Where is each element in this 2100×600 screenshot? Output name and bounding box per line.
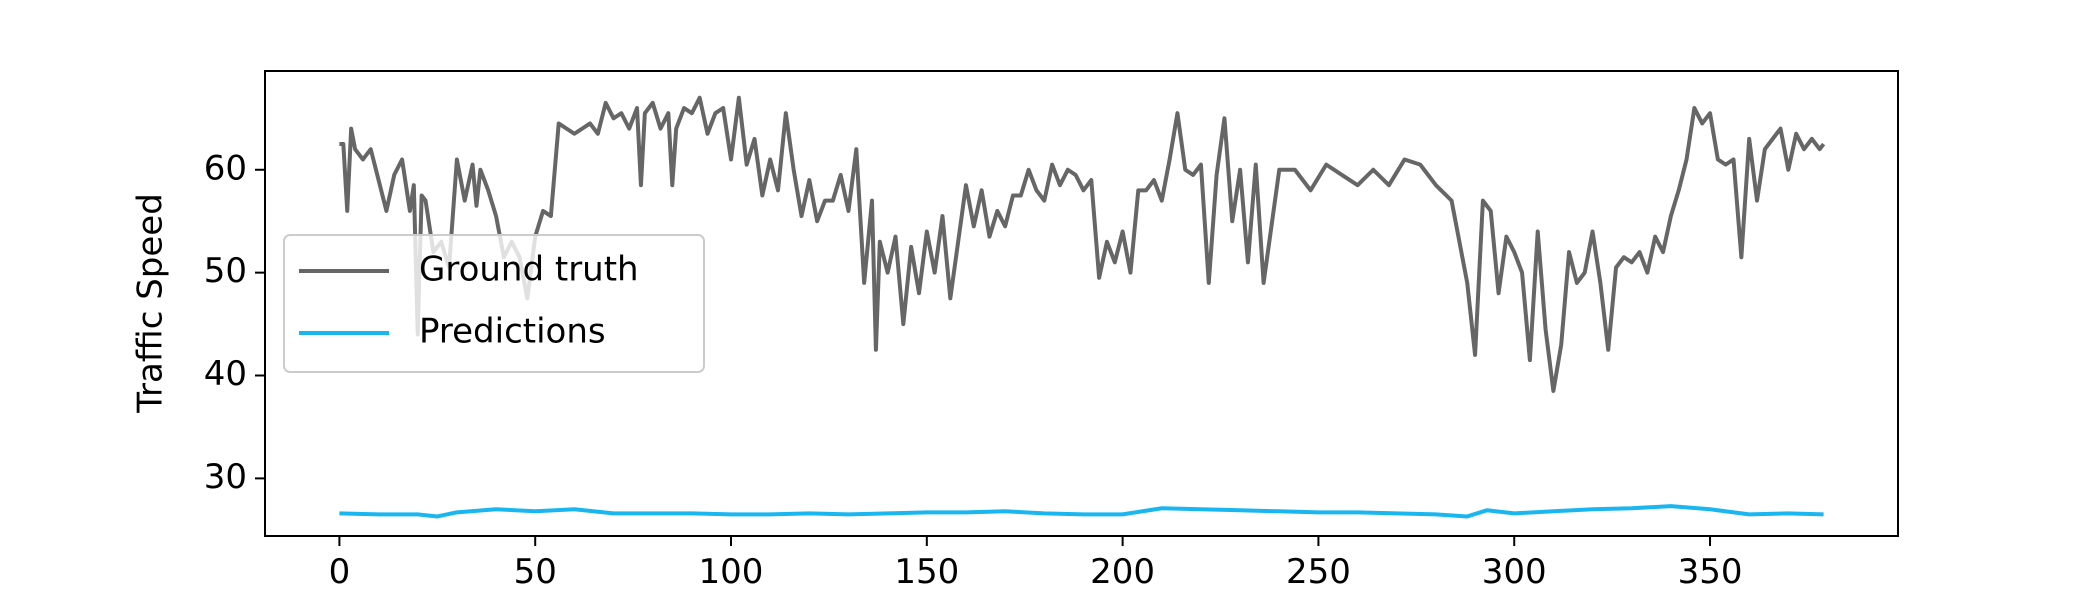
x-tick-label: 150	[894, 552, 959, 592]
y-tick-label: 60	[204, 148, 247, 188]
y-tick-label: 40	[204, 354, 247, 394]
x-tick-label: 300	[1482, 552, 1547, 592]
plot-frame	[264, 70, 1899, 537]
y-axis-label: Traffic Speed	[131, 193, 171, 414]
y-tick-label: 30	[204, 457, 247, 497]
x-tick-label: 0	[329, 552, 351, 592]
x-tick-label: 350	[1678, 552, 1743, 592]
legend-label: Predictions	[419, 312, 606, 352]
series-line	[339, 504, 1824, 519]
x-tick-label: 200	[1090, 552, 1155, 592]
series-line	[339, 95, 1826, 393]
x-tick-label: 100	[699, 552, 764, 592]
legend-label: Ground truth	[419, 250, 639, 290]
y-tick-label: 50	[204, 251, 247, 291]
x-tick-label: 50	[514, 552, 557, 592]
x-tick-label: 250	[1286, 552, 1351, 592]
